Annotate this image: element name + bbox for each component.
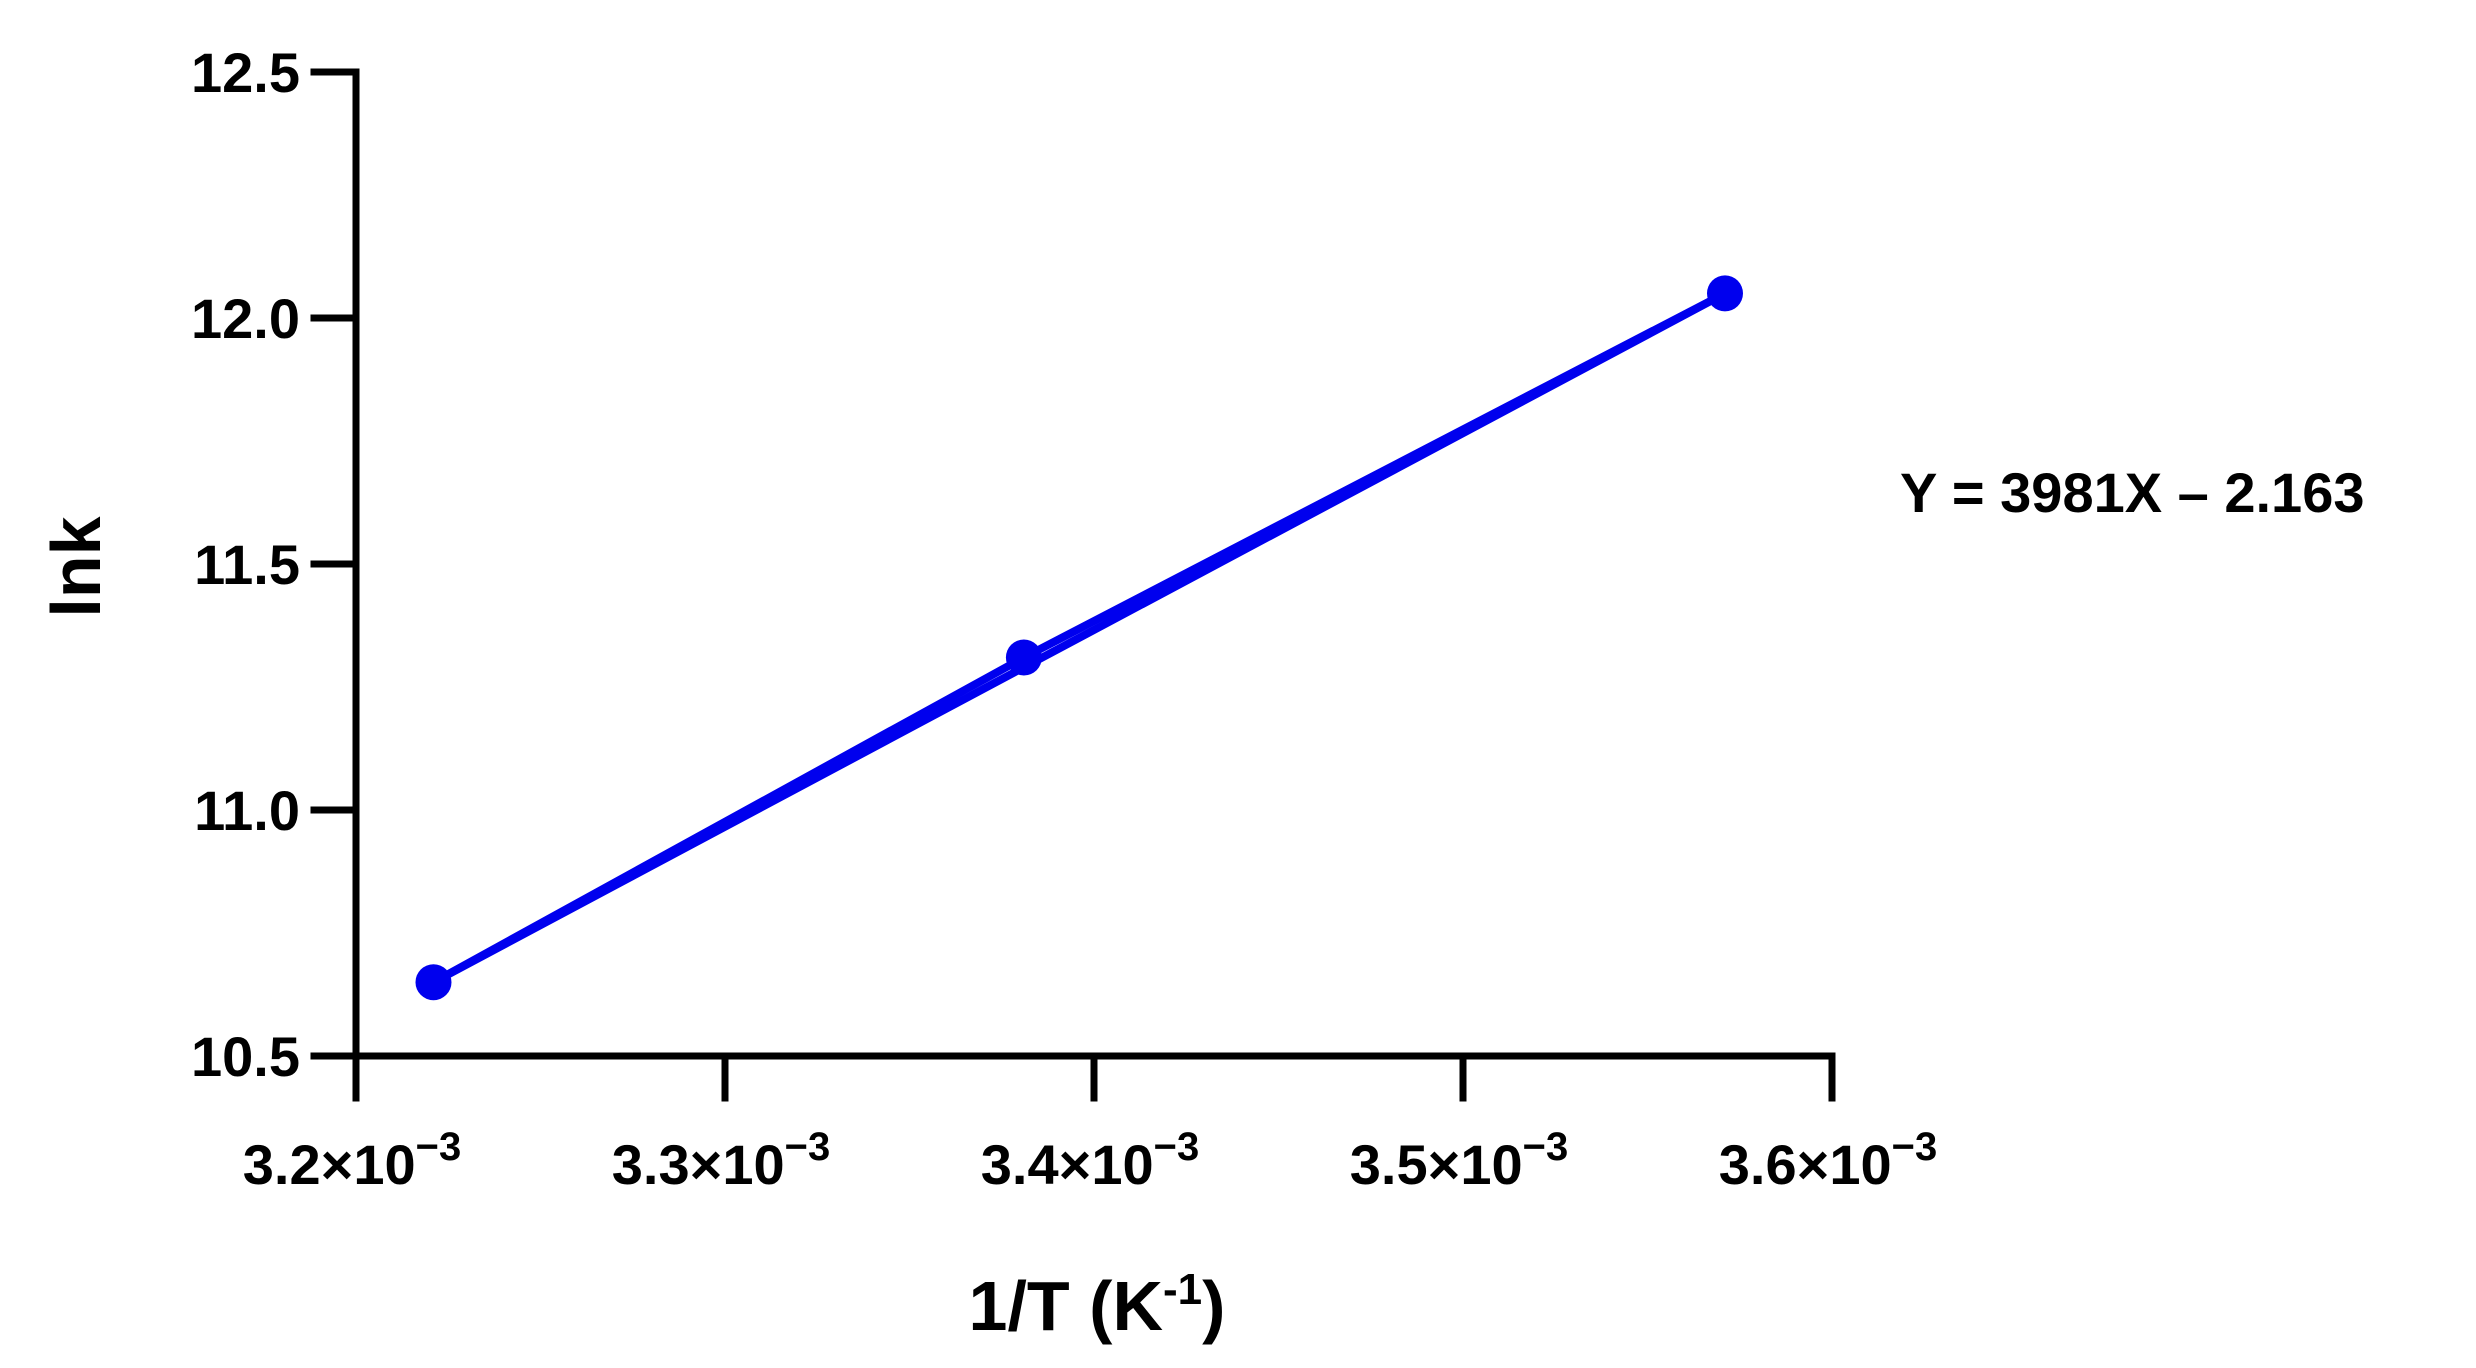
data-point	[1706, 275, 1743, 312]
data-point	[1005, 639, 1042, 676]
x-tick-exponent: −3	[416, 1125, 462, 1169]
x-tick-label: 3.2×10−3	[243, 1125, 461, 1196]
x-tick-mantissa: 3.6×10	[1719, 1133, 1892, 1196]
x-tick-mantissa: 3.2×10	[243, 1133, 416, 1196]
x-tick-label: 3.6×10−3	[1719, 1125, 1937, 1196]
x-axis-title-superscript: -1	[1163, 1265, 1202, 1314]
y-tick-label: 11.0	[194, 779, 300, 842]
y-tick-label: 12.5	[191, 41, 300, 104]
y-tick-label: 12.0	[191, 287, 300, 350]
x-axis-title-suffix: )	[1202, 1267, 1225, 1345]
plot-area	[415, 275, 1743, 1001]
x-tick-label: 3.3×10−3	[612, 1125, 830, 1196]
x-tick-mantissa: 3.4×10	[981, 1133, 1154, 1196]
fit-equation: Y = 3981X – 2.163	[1900, 461, 2365, 524]
x-tick-exponent: −3	[1892, 1125, 1938, 1169]
x-tick-label: 3.5×10−3	[1350, 1125, 1568, 1196]
y-tick-label: 10.5	[191, 1025, 300, 1088]
x-tick-mantissa: 3.5×10	[1350, 1133, 1523, 1196]
x-axis-title-main: 1/T (K	[969, 1267, 1163, 1345]
x-tick-mantissa: 3.3×10	[612, 1133, 785, 1196]
x-tick-exponent: −3	[1154, 1125, 1200, 1169]
x-tick-exponent: −3	[785, 1125, 831, 1169]
data-point	[415, 964, 452, 1001]
y-tick-label: 11.5	[194, 533, 300, 596]
axes: 10.511.011.512.012.53.2×10−3 3.3×10−3 3.4×…	[191, 41, 1937, 1196]
x-tick-label: 3.4×10−3	[981, 1125, 1199, 1196]
x-tick-exponent: −3	[1523, 1125, 1569, 1169]
y-axis-title: lnk	[37, 516, 115, 617]
x-axis-title: 1/T (K-1)	[969, 1265, 1226, 1345]
